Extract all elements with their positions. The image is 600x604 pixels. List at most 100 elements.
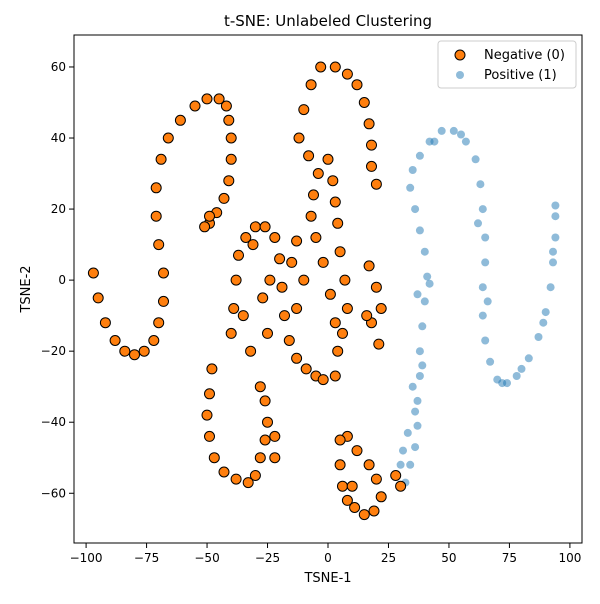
point-negative-81 — [366, 139, 377, 151]
x-tick-label-100: 100 — [558, 551, 581, 565]
point-negative-113 — [368, 505, 380, 517]
point-positive-47 — [425, 279, 434, 288]
point-positive-43 — [396, 460, 405, 469]
point-negative-96 — [237, 310, 249, 322]
point-negative-107 — [361, 310, 373, 322]
point-negative-71 — [303, 150, 315, 162]
point-positive-44 — [399, 446, 407, 455]
y-axis: −60 −40 −20 0 20 40 60 — [41, 60, 74, 500]
legend: Negative (0) Positive (1) — [437, 40, 577, 89]
point-positive-48 — [430, 137, 439, 146]
point-positive-54 — [539, 318, 548, 327]
point-negative-90 — [327, 175, 339, 187]
point-negative-103 — [370, 281, 382, 293]
point-positive-41 — [411, 407, 420, 416]
point-negative-12 — [150, 210, 162, 222]
point-negative-70 — [312, 168, 324, 179]
legend-box — [437, 40, 577, 89]
point-negative-41 — [262, 416, 273, 428]
point-positive-13 — [406, 183, 415, 192]
point-negative-47 — [228, 303, 240, 314]
point-negative-72 — [293, 132, 305, 144]
point-negative-46 — [225, 327, 237, 339]
point-negative-73 — [298, 104, 310, 116]
point-positive-2 — [411, 443, 420, 452]
point-positive-14 — [408, 166, 417, 174]
point-positive-17 — [437, 126, 446, 135]
point-negative-36 — [230, 473, 242, 485]
point-negative-93 — [257, 292, 269, 304]
point-negative-104 — [375, 303, 387, 314]
point-negative-100 — [291, 235, 303, 247]
point-positive-4 — [413, 396, 422, 405]
point-negative-115 — [370, 473, 382, 485]
point-positive-28 — [486, 357, 495, 366]
point-negative-75 — [315, 61, 327, 73]
point-positive-33 — [534, 333, 543, 341]
point-positive-24 — [481, 258, 490, 267]
point-negative-3 — [109, 335, 121, 346]
point-negative-77 — [341, 68, 353, 80]
point-negative-21 — [223, 114, 235, 126]
point-positive-9 — [423, 272, 432, 281]
point-negative-53 — [269, 232, 281, 243]
chart-title: t-SNE: Unlabeled Clustering — [224, 12, 432, 30]
point-negative-39 — [254, 452, 266, 464]
point-negative-101 — [298, 274, 310, 286]
point-negative-65 — [324, 288, 336, 300]
point-negative-109 — [337, 480, 348, 492]
point-negative-0 — [87, 267, 99, 279]
point-negative-76 — [329, 61, 341, 73]
point-positive-53 — [517, 364, 526, 373]
point-negative-86 — [339, 274, 351, 286]
point-positive-50 — [474, 219, 482, 228]
point-negative-55 — [276, 281, 288, 293]
point-negative-29 — [204, 210, 215, 222]
point-negative-11 — [153, 239, 165, 251]
point-positive-12 — [411, 205, 420, 214]
point-negative-43 — [254, 381, 266, 393]
point-negative-2 — [99, 317, 111, 329]
point-negative-20 — [220, 100, 232, 112]
point-negative-8 — [153, 317, 165, 329]
point-positive-27 — [481, 336, 490, 345]
x-tick-label-75: 75 — [502, 551, 517, 565]
point-negative-80 — [363, 118, 375, 130]
y-axis-label: TSNE-2 — [19, 265, 34, 313]
point-positive-7 — [418, 322, 427, 331]
point-negative-5 — [129, 349, 140, 361]
point-negative-88 — [332, 217, 344, 229]
legend-label-negative: Negative (0) — [484, 48, 565, 63]
point-negative-111 — [349, 502, 361, 513]
point-negative-106 — [373, 338, 385, 350]
point-negative-108 — [334, 459, 346, 471]
point-positive-20 — [471, 155, 480, 164]
point-positive-36 — [549, 258, 557, 267]
legend-label-positive: Positive (1) — [484, 68, 557, 83]
y-tick-label-0: 0 — [58, 273, 66, 287]
point-positive-32 — [524, 354, 533, 363]
point-negative-49 — [233, 249, 244, 261]
point-positive-51 — [483, 297, 492, 306]
point-negative-87 — [334, 246, 346, 258]
point-negative-92 — [247, 239, 259, 251]
point-positive-6 — [415, 347, 424, 356]
point-positive-25 — [478, 283, 487, 292]
point-negative-38 — [249, 470, 261, 481]
point-negative-22 — [225, 132, 237, 144]
point-negative-120 — [346, 480, 358, 492]
point-positive-10 — [420, 247, 429, 256]
x-tick-label--75: −75 — [134, 551, 159, 565]
point-negative-117 — [351, 445, 363, 457]
point-negative-121 — [390, 470, 402, 481]
point-positive-26 — [478, 311, 487, 320]
point-negative-66 — [317, 256, 329, 268]
point-negative-23 — [225, 153, 237, 165]
point-positive-21 — [476, 180, 485, 189]
point-negative-95 — [245, 345, 257, 357]
point-negative-79 — [358, 97, 370, 108]
point-positive-19 — [461, 137, 470, 146]
point-negative-16 — [174, 114, 186, 126]
